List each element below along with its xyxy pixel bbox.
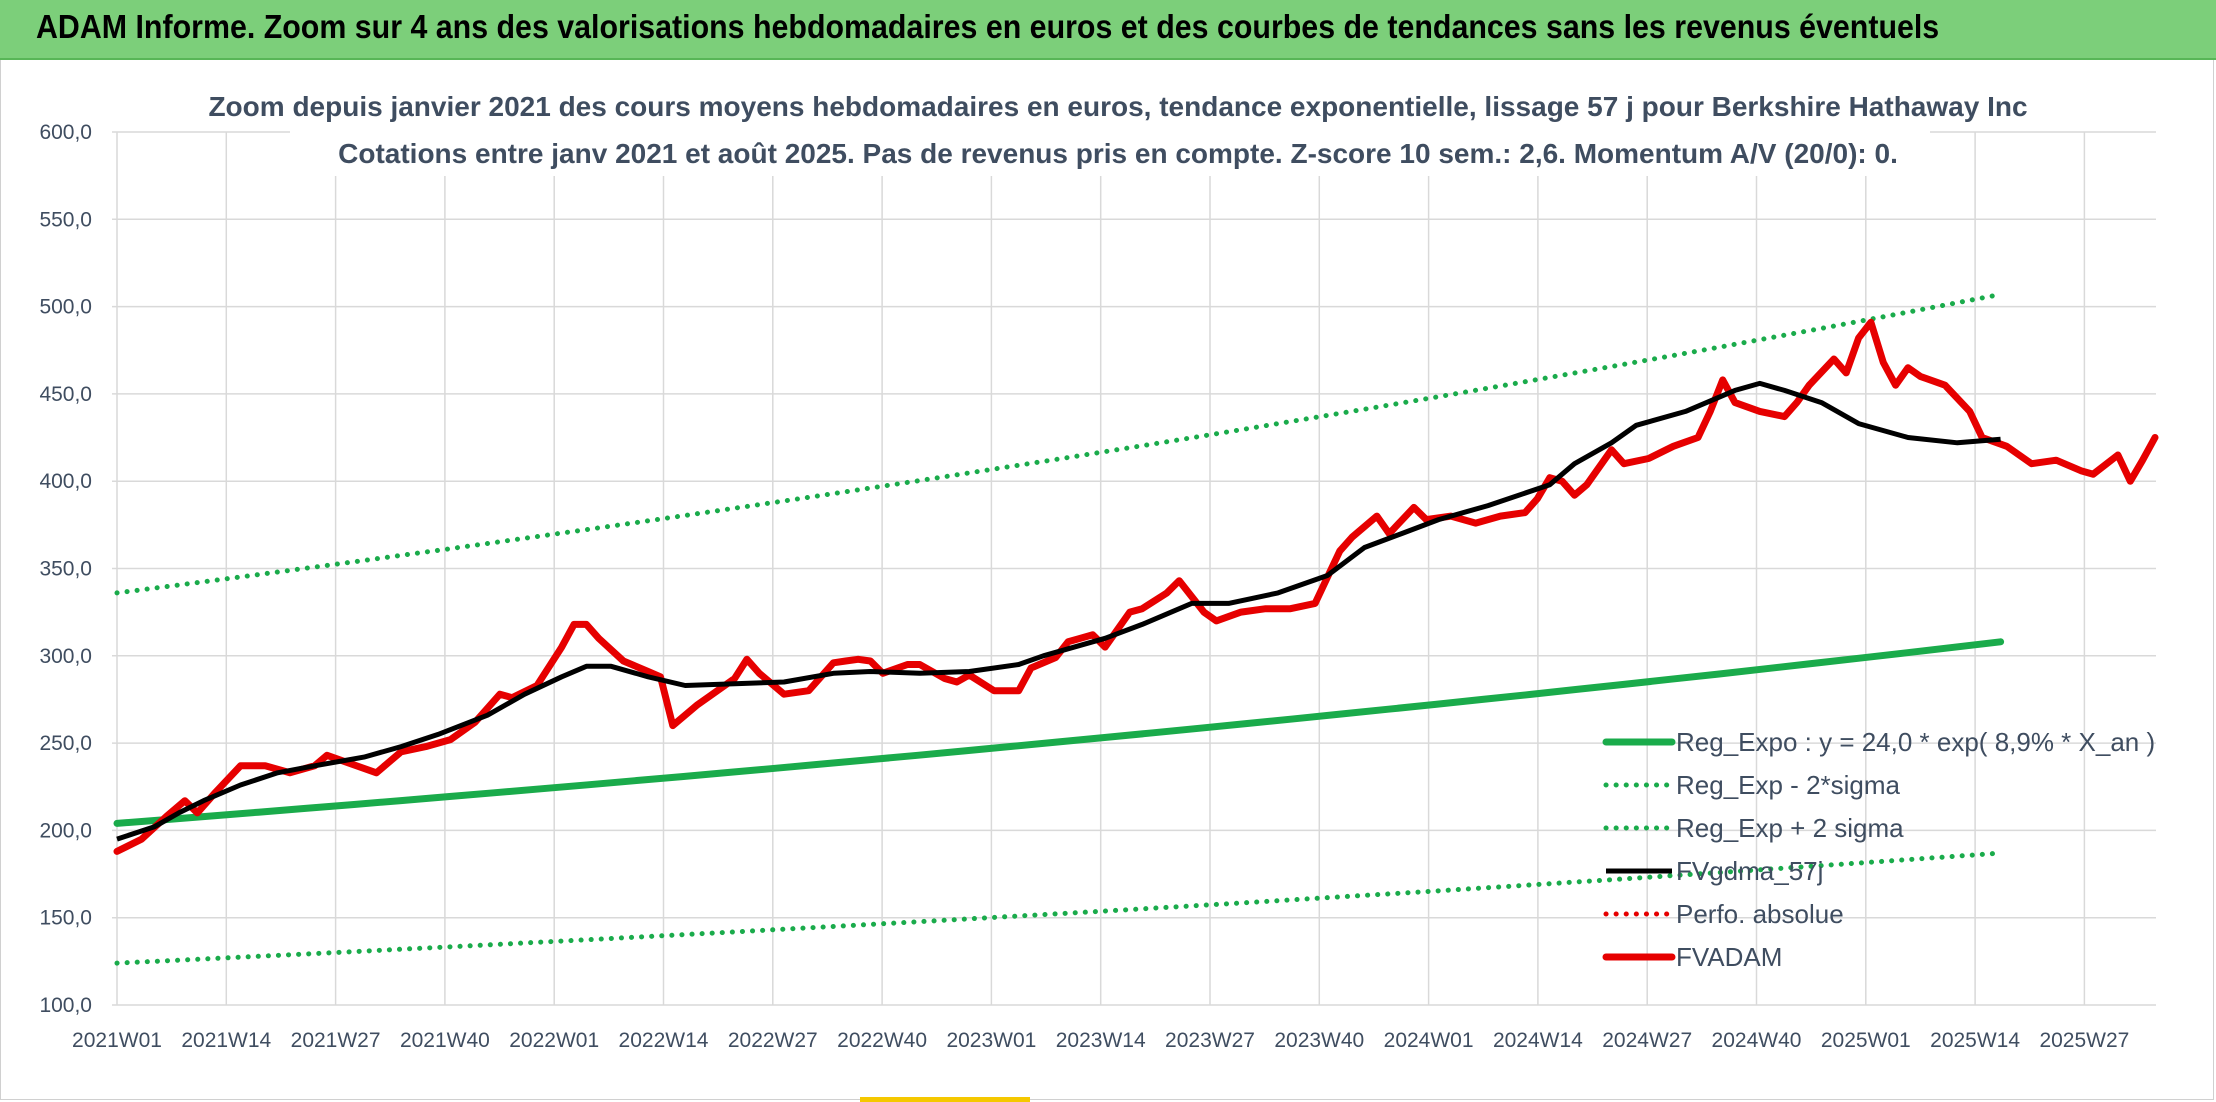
series-line-0 (113, 638, 2005, 827)
y-tick-label: 500,0 (39, 296, 92, 319)
x-tick-label: 2024W01 (1384, 1029, 1474, 1052)
x-tick-label: 2025W01 (1821, 1029, 1911, 1052)
x-tick-label: 2022W14 (619, 1029, 709, 1052)
series-line-5 (113, 318, 2159, 855)
y-tick-label: 350,0 (39, 558, 92, 581)
chart-title: Zoom depuis janvier 2021 des cours moyen… (208, 91, 2027, 122)
x-tick-label: 2024W14 (1493, 1029, 1583, 1052)
chart-subtitle: Cotations entre janv 2021 et août 2025. … (338, 138, 1898, 169)
x-tick-label: 2021W27 (291, 1029, 381, 1052)
x-tick-label: 2023W01 (946, 1029, 1036, 1052)
legend-label: FVgdma_57j (1676, 856, 1823, 886)
y-tick-label: 600,0 (39, 121, 92, 144)
legend-label: Reg_Exp - 2*sigma (1676, 770, 1901, 800)
y-tick-label: 400,0 (39, 470, 92, 493)
x-tick-label: 2021W40 (400, 1029, 490, 1052)
series-group (113, 291, 2159, 966)
report-title: ADAM Informe. Zoom sur 4 ans des valoris… (36, 8, 1940, 45)
legend: Reg_Expo : y = 24,0 * exp( 8,9% * X_an )… (1602, 727, 2155, 972)
x-tick-label: 2021W01 (72, 1029, 162, 1052)
x-tick-label: 2022W01 (509, 1029, 599, 1052)
series-line-1 (114, 850, 2004, 966)
x-tick-label: 2022W27 (728, 1029, 818, 1052)
y-tick-label: 300,0 (39, 645, 92, 668)
x-axis: 2021W01 2021W14 2021W27 2021W40 2022W01 2022W… (72, 1029, 2129, 1052)
bottom-accent-bar (860, 1097, 1030, 1102)
y-axis: 100,0 150,0 200,0 250,0 300,0 350,0 400,0 450,0… (39, 121, 92, 1017)
x-tick-label: 2024W27 (1602, 1029, 1692, 1052)
legend-label: Reg_Expo : y = 24,0 * exp( 8,9% * X_an ) (1676, 727, 2155, 757)
x-tick-label: 2021W14 (181, 1029, 271, 1052)
x-tick-label: 2023W14 (1056, 1029, 1146, 1052)
x-tick-label: 2025W14 (1930, 1029, 2020, 1052)
y-tick-label: 100,0 (39, 994, 92, 1017)
x-tick-label: 2023W27 (1165, 1029, 1255, 1052)
legend-label: Perfo. absolue (1676, 899, 1844, 929)
series-line-3 (116, 380, 2001, 842)
x-tick-label: 2025W27 (2039, 1029, 2129, 1052)
y-tick-label: 550,0 (39, 208, 92, 231)
y-tick-label: 150,0 (39, 907, 92, 930)
grid (112, 131, 2156, 1006)
y-tick-label: 200,0 (39, 819, 92, 842)
legend-label: Reg_Exp + 2 sigma (1676, 813, 1904, 843)
x-tick-label: 2023W40 (1274, 1029, 1364, 1052)
legend-label: FVADAM (1676, 942, 1782, 972)
report-header: ADAM Informe. Zoom sur 4 ans des valoris… (0, 0, 2216, 60)
y-tick-label: 250,0 (39, 732, 92, 755)
x-tick-label: 2022W40 (837, 1029, 927, 1052)
title-background (290, 84, 1930, 176)
y-tick-label: 450,0 (39, 383, 92, 406)
x-tick-label: 2024W40 (1712, 1029, 1802, 1052)
series-line-2 (114, 291, 2004, 596)
